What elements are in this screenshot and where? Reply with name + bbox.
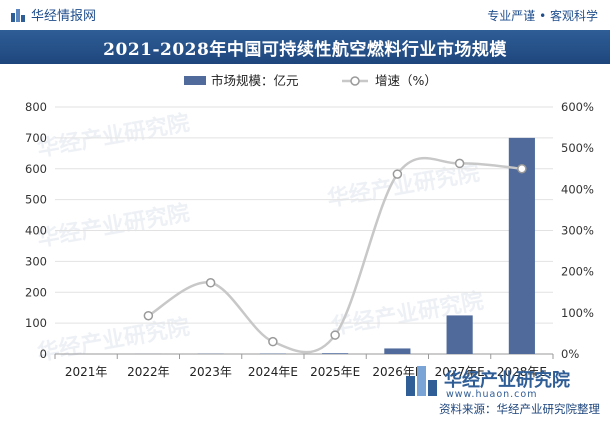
source-note: 资料来源：华经产业研究院整理 bbox=[439, 402, 600, 416]
y-left-tick-label: 400 bbox=[25, 224, 47, 238]
x-tick-label: 2025年E bbox=[310, 365, 360, 379]
footer-logo-url: www.huaon.com bbox=[446, 389, 538, 400]
growth-point bbox=[143, 310, 154, 321]
legend-swatch-point bbox=[350, 76, 360, 86]
legend-label-bar: 市场规模：亿元 bbox=[211, 73, 299, 88]
y-right-tick-label: 400% bbox=[561, 182, 594, 196]
title-bar: 2021-2028年中国可持续性航空燃料行业市场规模 bbox=[0, 30, 610, 64]
y-left-tick-label: 500 bbox=[25, 193, 47, 207]
growth-point bbox=[205, 278, 216, 288]
chart-svg: 0 100 200 300 400 500 600 700 800 0% 100% 200% 300% 4… bbox=[25, 73, 594, 379]
y-right-tick-label: 500% bbox=[561, 141, 594, 155]
header: 华经情报网 专业严谨 • 客观科学 bbox=[0, 0, 610, 30]
bar bbox=[446, 315, 473, 354]
y-left-tick-label: 600 bbox=[25, 162, 47, 176]
x-tick-label: 2028年E bbox=[497, 365, 547, 379]
brand[interactable]: 华经情报网 bbox=[10, 5, 96, 24]
chart: 0 100 200 300 400 500 600 700 800 0% 100% 200% 300% 4… bbox=[8, 64, 608, 419]
legend-label-line: 增速（%） bbox=[375, 73, 437, 88]
y-left-tick-label: 800 bbox=[25, 100, 47, 114]
y-right-tick-label: 0% bbox=[561, 347, 579, 361]
growth-point bbox=[517, 164, 527, 174]
x-tick-label: 2023年 bbox=[189, 365, 232, 379]
growth-point bbox=[330, 330, 340, 340]
y-left-tick-label: 300 bbox=[25, 254, 47, 268]
y-right-tick-label: 100% bbox=[561, 306, 594, 320]
x-tick-label: 2027年E bbox=[435, 365, 485, 379]
y-right-tick-label: 300% bbox=[561, 224, 594, 238]
y-right-tick-label: 600% bbox=[561, 100, 594, 114]
y-left-tick-label: 700 bbox=[25, 131, 47, 145]
x-tick-label: 2022年 bbox=[127, 365, 170, 379]
y-left-tick-label: 0 bbox=[40, 347, 47, 361]
footer-logo-text: 华经产业研究院 bbox=[444, 370, 570, 391]
y-left-tick-label: 200 bbox=[25, 285, 47, 299]
growth-point bbox=[268, 336, 278, 347]
growth-point bbox=[392, 169, 403, 179]
brand-name: 华经情报网 bbox=[31, 9, 97, 24]
chart-title: 2021-2028年中国可持续性航空燃料行业市场规模 bbox=[103, 39, 507, 60]
legend-swatch-bar bbox=[184, 76, 206, 85]
y-right-tick-label: 200% bbox=[561, 265, 594, 279]
y-left-tick-label: 100 bbox=[25, 316, 47, 330]
x-tick-label: 2026年E bbox=[372, 365, 422, 379]
footer-logo-icon bbox=[406, 366, 437, 396]
bar bbox=[508, 137, 535, 354]
x-tick-label: 2021年 bbox=[65, 365, 108, 379]
slogan: 专业严谨 • 客观科学 bbox=[487, 9, 598, 23]
bar bbox=[322, 353, 349, 354]
brand-logo-icon bbox=[11, 8, 25, 22]
bar bbox=[384, 348, 411, 354]
x-tick-label: 2024年E bbox=[248, 365, 298, 379]
growth-point bbox=[454, 158, 465, 169]
